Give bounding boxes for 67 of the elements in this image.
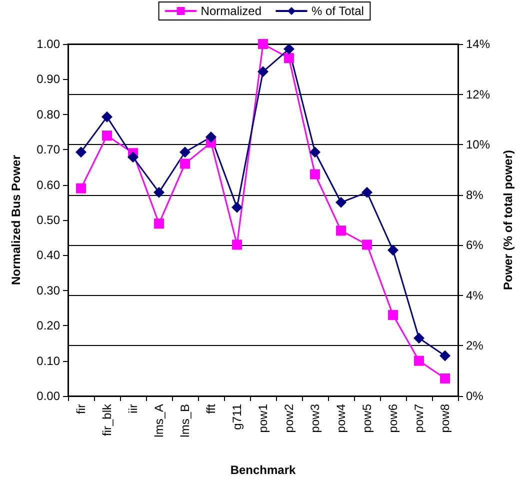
- point: [128, 152, 138, 163]
- y-tick-label: 0.00: [36, 389, 60, 403]
- point: [232, 240, 242, 250]
- x-tick-label: fft: [204, 403, 218, 414]
- x-tick-label: lms_A: [152, 404, 166, 438]
- point: [336, 196, 346, 208]
- y-tick-label: 0.40: [36, 248, 60, 262]
- point: [76, 183, 86, 194]
- y-tick-label: 0.50: [36, 213, 60, 227]
- point: [102, 111, 112, 122]
- point: [258, 39, 268, 49]
- point: [414, 356, 424, 366]
- y-tick-label: 1.00: [36, 37, 60, 51]
- x-tick-label: pow6: [386, 404, 400, 433]
- y2-tick-label: 2%: [466, 338, 484, 353]
- x-tick-label: pow7: [412, 404, 426, 433]
- point: [180, 158, 190, 169]
- y2-tick-label: 4%: [466, 288, 484, 302]
- x-tick-label: lms_B: [178, 404, 192, 438]
- point: [362, 186, 372, 198]
- point: [388, 310, 398, 320]
- point: [284, 53, 294, 64]
- y2-tick-label: 0%: [466, 389, 484, 403]
- y-tick-label: 0.10: [36, 354, 60, 368]
- x-tick-label: iir: [126, 404, 140, 414]
- point: [388, 244, 398, 256]
- y-tick-label: 0.80: [36, 107, 60, 122]
- point: [310, 169, 320, 180]
- y-tick-label: 0.30: [36, 283, 60, 298]
- y-tick-label: 0.20: [36, 318, 60, 333]
- x-tick-label: pow3: [308, 404, 322, 433]
- x-tick-label: fir_blk: [100, 403, 114, 436]
- point: [258, 66, 268, 78]
- point: [154, 186, 164, 198]
- point: [154, 218, 164, 229]
- y2-axis-title: Power (% of total power): [501, 150, 515, 290]
- point: [180, 146, 190, 158]
- legend-label: Normalized: [200, 4, 262, 18]
- point: [414, 332, 424, 344]
- x-tick-label: pow5: [360, 404, 374, 433]
- x-tick-label: fir: [74, 404, 88, 414]
- y-tick-label: 0.60: [36, 178, 60, 192]
- y2-tick-label: 12%: [466, 87, 490, 102]
- x-tick-label: pow4: [334, 404, 348, 433]
- point: [232, 202, 242, 213]
- y-axis-title: Normalized Bus Power: [9, 154, 23, 286]
- y2-tick-label: 8%: [466, 188, 484, 202]
- point: [76, 146, 86, 158]
- legend-label: % of Total: [311, 4, 364, 18]
- y-tick-label: 0.70: [36, 142, 60, 157]
- point: [362, 240, 372, 250]
- y2-tick-label: 14%: [466, 37, 490, 51]
- point: [336, 226, 346, 236]
- x-tick-label: pow1: [256, 404, 270, 433]
- point: [102, 130, 112, 141]
- point: [440, 350, 450, 362]
- y2-tick-label: 6%: [466, 238, 484, 252]
- x-tick-label: pow8: [438, 404, 452, 433]
- point: [310, 146, 320, 158]
- x-axis-title: Benchmark: [230, 463, 296, 477]
- y-tick-label: 0.90: [36, 72, 60, 86]
- point: [440, 373, 450, 384]
- point: [206, 132, 216, 143]
- x-tick-label: pow2: [282, 404, 296, 433]
- x-tick-label: g711: [230, 404, 244, 430]
- y2-tick-label: 10%: [466, 138, 490, 152]
- point: [284, 44, 294, 55]
